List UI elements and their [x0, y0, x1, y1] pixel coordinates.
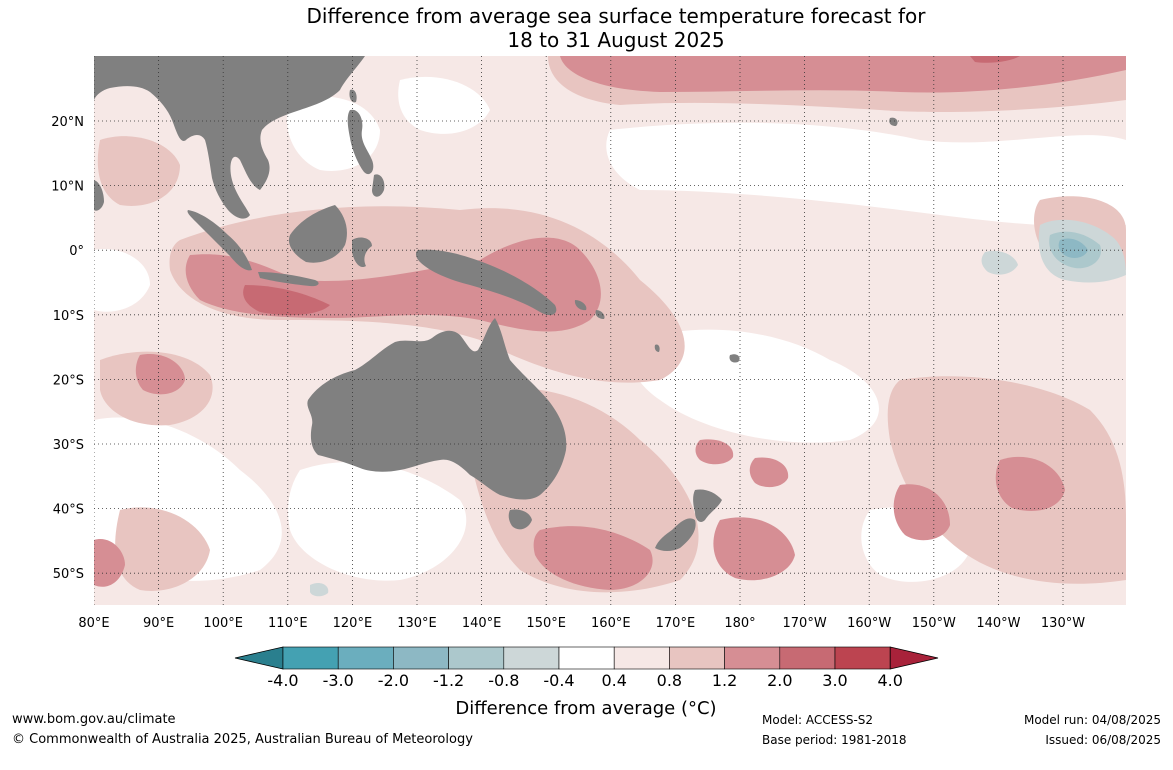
map-title-line2: 18 to 31 August 2025 [507, 28, 725, 52]
colorbar-segment [834, 646, 891, 670]
copyright-text: © Commonwealth of Australia 2025, Austra… [12, 732, 473, 747]
colorbar-tick-label: 0.4 [601, 671, 627, 690]
model-name: Model: ACCESS-S2 [762, 713, 874, 727]
colorbar-max-arrow [889, 646, 939, 670]
colorbar-min-arrow [234, 646, 284, 670]
colorbar-segment [669, 646, 725, 670]
gridlines [94, 56, 1126, 605]
longitude-tick-label: 160°W [847, 616, 891, 631]
longitude-tick-label: 180° [724, 616, 755, 631]
colorbar-tick-label: 1.2 [711, 671, 738, 690]
longitude-tick-label: 150°E [526, 616, 566, 631]
latitude-tick-label: 0° [69, 244, 84, 259]
colorbar-tick-label: -2.0 [377, 671, 409, 690]
longitude-tick-label: 90°E [143, 616, 174, 631]
latitude-tick-label: 20°N [51, 115, 84, 130]
longitude-tick-label: 140°E [462, 616, 502, 631]
latitude-tick-label: 40°S [53, 503, 84, 518]
land-masses [94, 56, 898, 551]
latitude-tick-label: 10°N [51, 180, 84, 195]
colorbar-title: Difference from average (°C) [455, 698, 717, 719]
colorbar-tick-label: 0.8 [656, 671, 683, 690]
colorbar-tick-label: 4.0 [877, 671, 903, 690]
colorbar-tick-label: 2.0 [767, 671, 793, 690]
colorbar-tick-label: -0.4 [543, 671, 575, 690]
colorbar-segment [337, 646, 394, 670]
colorbar-segment [503, 646, 560, 670]
latitude-tick-label: 50°S [53, 567, 84, 582]
cool-regions [310, 219, 1126, 597]
colorbar-segment [393, 646, 449, 670]
colorbar-tick-label: -0.8 [488, 671, 520, 690]
longitude-tick-label: 140°W [976, 616, 1020, 631]
issued-date: Issued: 06/08/2025 [1045, 733, 1161, 747]
map-title-line1: Difference from average sea surface temp… [306, 4, 926, 28]
colorbar-segment [558, 646, 615, 670]
longitude-ticks: 80°E 90°E 100°E 110°E 120°E 130°E 140°E 150°E 16… [78, 616, 1085, 631]
longitude-tick-label: 150°W [912, 616, 956, 631]
website-link[interactable]: www.bom.gov.au/climate [12, 712, 176, 727]
latitude-tick-label: 30°S [53, 438, 84, 453]
colorbar-segment [282, 646, 339, 670]
model-run-date: Model run: 04/08/2025 [1023, 713, 1161, 727]
longitude-tick-label: 130°W [1041, 616, 1085, 631]
colorbar-segment [613, 646, 670, 670]
map-title: Difference from average sea surface temp… [0, 4, 1173, 52]
colorbar-segment [779, 646, 836, 670]
colorbar-segment [448, 646, 505, 670]
colorbar-tick-label: 3.0 [822, 671, 848, 690]
longitude-tick-label: 80°E [78, 616, 109, 631]
longitude-tick-label: 170°E [656, 616, 696, 631]
longitude-tick-label: 130°E [397, 616, 437, 631]
colorbar [234, 646, 939, 670]
longitude-tick-label: 170°W [783, 616, 827, 631]
colorbar-tick-label: -4.0 [267, 671, 299, 690]
longitude-tick-label: 110°E [268, 616, 308, 631]
longitude-tick-label: 100°E [203, 616, 243, 631]
latitude-ticks: 20°N 10°N 0° 10°S 20°S 30°S 40°S 50°S [51, 115, 84, 582]
latitude-tick-label: 20°S [53, 373, 84, 388]
sst-anomaly-map: 80°E 90°E 100°E 110°E 120°E 130°E 140°E 150°E 16… [51, 56, 1126, 670]
base-period: Base period: 1981-2018 [762, 733, 907, 747]
colorbar-tick-label: -3.0 [322, 671, 354, 690]
latitude-tick-label: 10°S [53, 309, 84, 324]
colorbar-tick-label: -1.2 [432, 671, 465, 690]
very-warm-regions [243, 56, 1020, 316]
longitude-tick-label: 160°E [591, 616, 631, 631]
longitude-tick-label: 120°E [333, 616, 373, 631]
colorbar-segment [724, 646, 781, 670]
